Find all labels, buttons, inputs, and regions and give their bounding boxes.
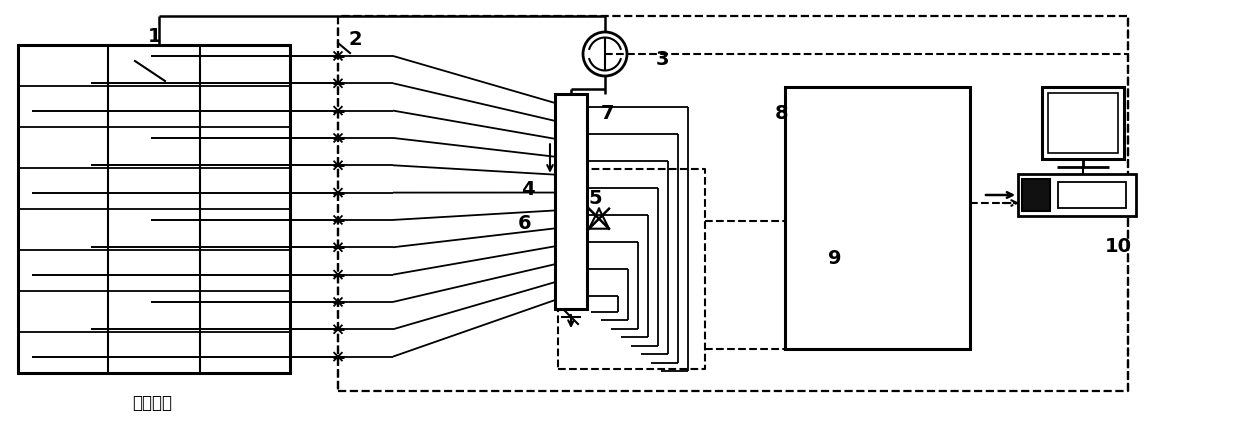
Bar: [555, 94, 587, 309]
Bar: [1058, 182, 1126, 208]
Bar: [1048, 93, 1118, 153]
Bar: [1022, 179, 1049, 211]
Text: 7: 7: [601, 104, 615, 123]
Bar: [19, 45, 290, 373]
Text: 烟道截面: 烟道截面: [133, 394, 172, 412]
Bar: [786, 87, 970, 349]
Text: 4: 4: [522, 179, 535, 198]
Text: 1: 1: [149, 27, 162, 45]
Text: 2: 2: [348, 29, 362, 48]
Text: 3: 3: [655, 50, 669, 69]
Text: 5: 5: [589, 189, 602, 208]
Text: 6: 6: [518, 213, 532, 232]
Text: 8: 8: [776, 104, 789, 123]
Bar: [1042, 87, 1124, 159]
Text: 9: 9: [828, 250, 841, 269]
Text: 10: 10: [1104, 237, 1131, 256]
Bar: [1018, 174, 1136, 216]
